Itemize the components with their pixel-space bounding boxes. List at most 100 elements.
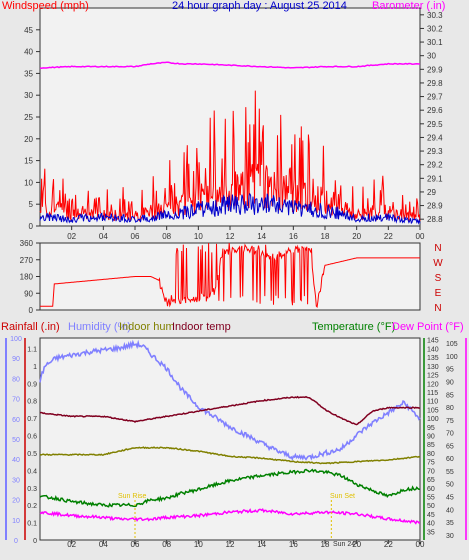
barometer-line [39, 61, 421, 69]
dir-tick-label: 90 [24, 289, 33, 298]
temp-tick-label: 60 [427, 486, 435, 493]
temp-x-tick-label: 14 [257, 540, 266, 549]
baro-tick-label: 30.3 [427, 11, 443, 20]
rain-tick-label: 0.2 [27, 503, 37, 510]
temp-x-tick-label: 12 [226, 540, 235, 549]
tick-labels-group: 05101520253035404528.828.92929.129.229.3… [5, 11, 467, 549]
indoor-temp-label: Indoor temp [172, 321, 231, 333]
temp-x-tick-label: 10 [194, 540, 203, 549]
dir-tick-label: 270 [20, 256, 34, 265]
temp-series-group [39, 339, 421, 525]
temp-tick-label: 80 [427, 451, 435, 458]
dew-tick-label: 40 [446, 507, 454, 514]
temperature-axis-label: Temperature (°F) [312, 321, 395, 333]
temp-tick-label: 65 [427, 477, 435, 484]
baro-tick-label: 29.4 [427, 133, 443, 142]
humidity-tick-label: 100 [10, 336, 22, 343]
rain-tick-label: 0.1 [27, 521, 37, 528]
wind-tick-label: 5 [29, 200, 34, 209]
temp-tick-label: 75 [427, 460, 435, 467]
wind-direction-line [40, 242, 420, 308]
wind-tick-label: 20 [24, 135, 33, 144]
wind-x-tick-label: 14 [257, 232, 266, 241]
wind-tick-label: 40 [24, 48, 33, 57]
baro-tick-label: 29.3 [427, 147, 443, 156]
dir-compass-label: W [433, 258, 443, 269]
wind-tick-label: 45 [24, 26, 33, 35]
direction-series-group [40, 242, 420, 308]
barometer-axis-label: Barometer (.in) [372, 0, 445, 12]
wind-tick-label: 10 [24, 178, 33, 187]
baro-tick-label: 29.7 [427, 93, 443, 102]
dir-tick-label: 0 [29, 306, 34, 315]
temp-tick-label: 140 [427, 346, 439, 353]
wind-x-tick-label: 00 [416, 232, 425, 241]
baro-tick-label: 28.9 [427, 202, 443, 211]
temp-tick-label: 90 [427, 434, 435, 441]
dew-tick-label: 35 [446, 520, 454, 527]
dew-tick-label: 70 [446, 431, 454, 438]
temp-tick-label: 115 [427, 390, 438, 397]
dew-tick-label: 65 [446, 443, 454, 450]
baro-tick-label: 30 [427, 52, 436, 61]
temp-tick-label: 55 [427, 494, 435, 501]
dew-tick-label: 45 [446, 495, 454, 502]
baro-tick-label: 29.9 [427, 65, 443, 74]
rain-tick-label: 1 [33, 364, 37, 371]
temp-tick-label: 130 [427, 364, 439, 371]
wind-tick-label: 30 [24, 91, 33, 100]
wind-series-group [39, 61, 421, 225]
temp-tick-label: 100 [427, 416, 439, 423]
dew-tick-label: 55 [446, 469, 454, 476]
dir-compass-label: N [434, 303, 441, 314]
wind-x-tick-label: 12 [226, 232, 235, 241]
dew-tick-label: 50 [446, 482, 454, 489]
humidity-tick-label: 30 [12, 477, 20, 484]
panel-wind [39, 7, 421, 227]
temp-tick-label: 135 [427, 355, 439, 362]
baro-tick-label: 30.1 [427, 38, 443, 47]
humidity-axis-label: Humidity (%) [68, 321, 131, 333]
wind-tick-label: 15 [24, 157, 33, 166]
dir-compass-label: S [435, 273, 442, 284]
baro-tick-label: 30.2 [427, 24, 443, 33]
dew_point-line [39, 508, 421, 525]
temp-tick-label: 95 [427, 425, 435, 432]
temp-tick-label: 40 [427, 521, 435, 528]
wind-x-tick-label: 10 [194, 232, 203, 241]
rainfall-axis-label: Rainfall (.in) [1, 321, 60, 333]
rain-tick-label: 1.1 [27, 346, 37, 353]
wind-tick-label: 25 [24, 113, 33, 122]
temp-x-tick-label: 02 [67, 540, 76, 549]
baro-tick-label: 29.5 [427, 120, 443, 129]
wind-x-tick-label: 02 [67, 232, 76, 241]
dewpoint-axis-label: Dew Point (°F) [392, 321, 464, 333]
temp-tick-label: 50 [427, 503, 435, 510]
humidity-tick-label: 0 [14, 538, 18, 545]
dew-tick-label: 60 [446, 456, 454, 463]
wind-tick-label: 0 [29, 222, 34, 231]
temp-x-tick-label: 00 [416, 540, 425, 549]
dew-tick-label: 100 [446, 354, 458, 361]
wind-x-tick-label: 04 [99, 232, 108, 241]
dir-compass-label: E [435, 288, 442, 299]
baro-tick-label: 29.8 [427, 79, 443, 88]
temp-x-tick-label: 20 [352, 540, 361, 549]
temp-tick-label: 45 [427, 512, 435, 519]
baro-tick-label: 29.1 [427, 174, 443, 183]
baro-tick-label: 29.2 [427, 161, 443, 170]
dir-compass-label: N [434, 243, 441, 254]
humidity-tick-label: 90 [12, 356, 20, 363]
temp-tick-label: 85 [427, 442, 435, 449]
temp-x-tick-label: 08 [162, 540, 171, 549]
temp-x-tick-label: 06 [131, 540, 140, 549]
rain-tick-label: 0.6 [27, 434, 37, 441]
wind-x-tick-label: 08 [162, 232, 171, 241]
wind-x-tick-label: 16 [289, 232, 298, 241]
indoor_hum-line [39, 446, 421, 465]
temperature-line [39, 468, 420, 508]
windspeed-axis-label: Windspeed (mph) [2, 0, 89, 12]
sunrise-label: Sun Rise [118, 493, 147, 500]
baro-tick-label: 29.6 [427, 106, 443, 115]
